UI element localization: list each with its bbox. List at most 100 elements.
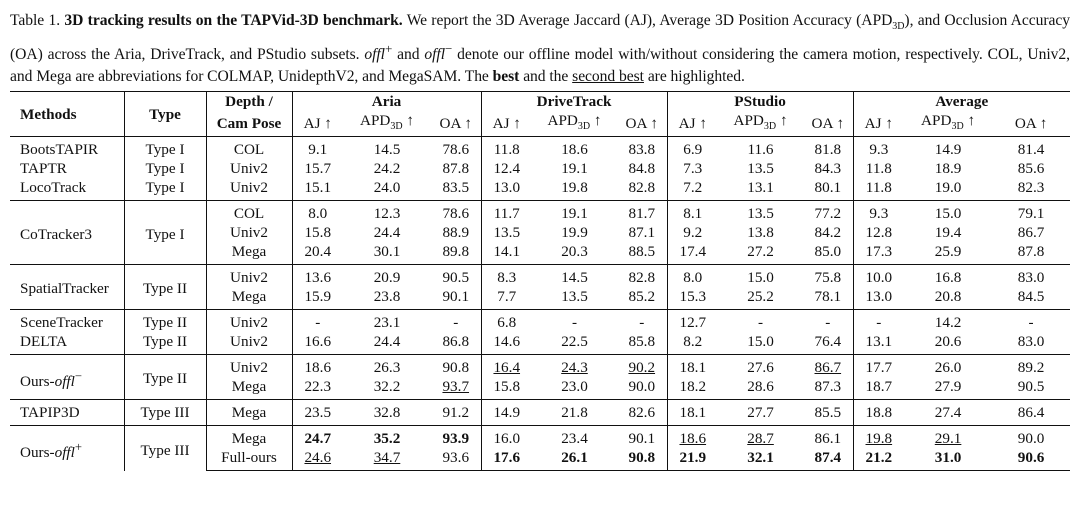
cell-depth: Mega [206, 242, 293, 265]
cell-value: 24.2 [373, 160, 401, 178]
cell-type: Type I [124, 136, 207, 160]
cell-method: CoTracker3 [10, 200, 125, 265]
cell-value: 85.8 [617, 332, 668, 355]
cell-value: 93.9 [431, 425, 482, 449]
cell-value: 11.8 [865, 160, 892, 178]
cell-value: 81.8 [803, 136, 854, 160]
table-row: TAPTR Type I Univ2 15.7 24.2 87.8 12.4 19.1 84.8… [10, 159, 1070, 179]
cell-value: 24.3 [532, 354, 617, 378]
cell-value: 30.1 [373, 243, 401, 261]
cell-value: 9.2 [683, 224, 703, 242]
cell-value: 14.6 [493, 333, 521, 351]
cell-type: Type I [124, 178, 207, 201]
cell-value: 87.4 [803, 448, 854, 472]
caption-offl-plus: offl [364, 46, 385, 64]
cell-type: Type II [124, 309, 207, 333]
cell-depth: Univ2 [206, 223, 293, 243]
cell-value: - [803, 309, 854, 333]
cell-value: 18.1 [667, 354, 719, 378]
cell-value: 15.7 [304, 160, 332, 178]
cell-value: 8.2 [683, 333, 703, 351]
caption-end: are highlighted. [647, 68, 745, 86]
cell-method: SpatialTracker [10, 264, 125, 310]
cell-value: 13.6 [292, 264, 343, 288]
cell-value: 21.2 [853, 448, 905, 472]
apd-arrow: ↑ [776, 112, 788, 130]
cell-value: 86.8 [431, 332, 482, 355]
cell-value: 75.8 [803, 264, 854, 288]
cell-value: 10.0 [853, 264, 905, 288]
cell-depth: Mega [206, 377, 293, 400]
cell-value: 7.3 [683, 160, 703, 178]
cell-value: 90.5 [1017, 378, 1045, 396]
cell-value: 76.4 [803, 332, 854, 355]
cell-value: 83.0 [992, 264, 1071, 288]
cell-depth: COL [206, 136, 293, 160]
cell-value: 83.5 [431, 178, 482, 201]
results-body: BootsTAPIR Type I COL 9.1 14.5 78.6 11.8 18.6 83… [10, 136, 1071, 472]
cell-value: 16.0 [481, 425, 532, 449]
results-table: Methods Type Depth / Aria DriveTrack PSt… [10, 91, 1071, 472]
header-drive-oa: OA ↑ [617, 111, 668, 137]
cell-value: 80.1 [803, 178, 854, 201]
offl-label: offl [54, 444, 75, 462]
cell-value: 90.6 [992, 448, 1071, 472]
cell-value: 19.0 [934, 179, 962, 197]
cell-value: 27.6 [718, 354, 804, 378]
cell-value: 23.0 [561, 378, 588, 396]
cell-type: Type I [124, 200, 207, 265]
cell-value: 91.2 [431, 399, 482, 426]
header-avg-oa: OA ↑ [1014, 115, 1048, 133]
cell-value: 89.2 [992, 354, 1071, 378]
cell-value: 15.9 [304, 288, 332, 306]
header-row-2: Cam Pose AJ ↑ APD3D ↑ OA ↑ AJ ↑ APD3D ↑ … [10, 111, 1070, 137]
offl-sign: − [74, 368, 82, 383]
cell-value: 90.1 [431, 287, 482, 310]
cell-value: 79.1 [992, 200, 1071, 224]
cell-value: 13.1 [865, 333, 893, 351]
cell-value: 16.8 [904, 264, 993, 288]
cell-value: 7.7 [497, 288, 517, 306]
cell-value: 8.3 [481, 264, 532, 288]
table-row: Mega 15.9 23.8 90.1 7.7 13.5 85.2 15.3 25.2 78.1 1… [10, 287, 1070, 310]
header-aria-aj: AJ ↑ [303, 115, 332, 133]
cell-value: 19.8 [853, 425, 905, 449]
cell-value: 8.0 [292, 200, 343, 224]
cell-value: 81.7 [617, 200, 668, 224]
cell-depth: Full-ours [206, 448, 293, 472]
header-aria: Aria [292, 91, 482, 112]
cell-value: 15.3 [679, 288, 707, 306]
table-row: CoTracker3 Type I COL 8.0 12.3 78.6 11.7 19.1 81… [10, 200, 1071, 265]
cell-value: 11.8 [481, 136, 532, 160]
header-depth-2: Cam Pose [206, 111, 293, 137]
cell-type: Type I [124, 159, 207, 179]
table-row: SpatialTracker Type II Univ2 13.6 20.9 90.5 8.… [10, 264, 1071, 310]
cell-value: 87.8 [431, 159, 482, 179]
cell-value: 9.1 [292, 136, 343, 160]
cell-value: 90.1 [617, 425, 668, 449]
cell-value: 27.7 [718, 399, 804, 426]
cell-type: Type III [124, 425, 207, 471]
cell-method: Ours-offl− [10, 354, 125, 400]
cell-depth: Univ2 [206, 332, 293, 355]
cell-value: 22.3 [304, 378, 332, 396]
apd-sub: 3D [577, 121, 591, 133]
table-row: SceneTracker Type II Univ2-23.1-6.8- -12.7-… [10, 309, 1071, 333]
cell-value: 82.6 [617, 399, 668, 426]
cell-method: TAPTR [10, 159, 125, 179]
table-row: Ours-offl+ Type III Mega 24.7 35.2 93.9 16.0 23… [10, 425, 1071, 471]
cell-value: 14.5 [343, 136, 431, 160]
header-avg-apd: APD3D ↑ [904, 111, 992, 137]
caption-label: Table 1. [10, 12, 61, 29]
cell-value: 6.9 [667, 136, 719, 160]
apd-sub: 3D [763, 121, 777, 133]
header-drive-aj: AJ ↑ [492, 115, 521, 133]
cell-value: 35.2 [343, 425, 431, 449]
cell-value: - [718, 309, 804, 333]
cell-depth: Univ2 [206, 354, 293, 378]
cell-value: 82.8 [617, 178, 668, 201]
cell-value: 25.2 [747, 288, 774, 306]
cell-value: 19.1 [561, 160, 588, 178]
cell-value: 24.0 [373, 179, 401, 197]
header-type: Type [124, 91, 207, 137]
